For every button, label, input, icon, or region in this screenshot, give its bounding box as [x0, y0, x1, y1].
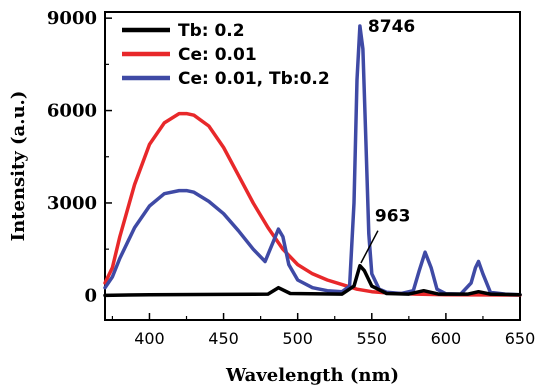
peak-annotation: 8746	[368, 17, 415, 37]
x-tick-label: 500	[282, 329, 313, 348]
y-tick-label: 6000	[47, 101, 97, 122]
x-axis-title: Wavelength (nm)	[225, 365, 399, 385]
x-tick-label: 450	[208, 329, 239, 348]
series-line-1	[103, 111, 522, 297]
x-tick-label: 400	[134, 329, 165, 348]
y-tick-label: 9000	[47, 8, 97, 29]
series-line-2	[103, 24, 522, 297]
y-tick-label: 3000	[47, 193, 97, 214]
x-tick-label: 650	[505, 329, 536, 348]
series	[103, 24, 522, 298]
series-line-0	[103, 263, 522, 298]
peak-annotation: 963	[375, 206, 411, 226]
legend-label: Ce: 0.01	[178, 45, 257, 65]
annotations: 8746 963	[360, 17, 415, 264]
legend-label: Ce: 0.01, Tb:0.2	[178, 69, 330, 89]
annotation-pointer	[360, 230, 379, 264]
legend: Tb: 0.2 Ce: 0.01 Ce: 0.01, Tb:0.2	[122, 21, 330, 89]
plot-frame	[104, 11, 521, 321]
x-tick-label: 600	[431, 329, 462, 348]
x-tick-label: 550	[357, 329, 388, 348]
y-axis-title: Intensity (a.u.)	[8, 91, 29, 242]
ticks: 400 450 500 550 600 650 0 3000 6000 9000	[47, 8, 535, 348]
legend-label: Tb: 0.2	[178, 21, 245, 41]
y-tick-label: 0	[84, 285, 97, 306]
